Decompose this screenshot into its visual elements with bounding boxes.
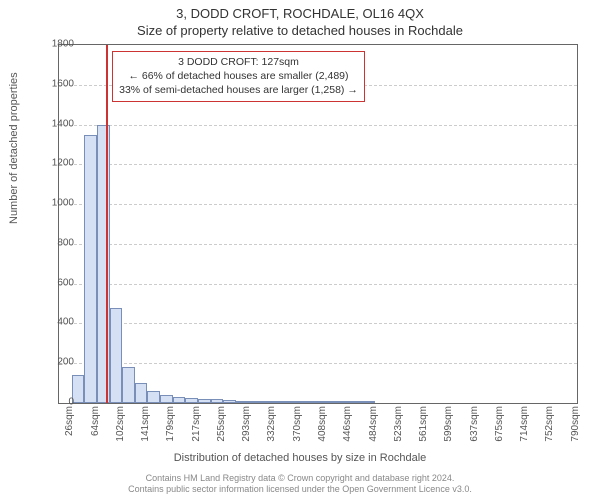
histogram-bar — [261, 401, 274, 403]
x-tick-label: 637sqm — [469, 406, 480, 456]
y-axis-label: Number of detached properties — [8, 72, 20, 224]
x-tick-label: 599sqm — [443, 406, 454, 456]
footer-attribution: Contains HM Land Registry data © Crown c… — [0, 473, 600, 496]
x-tick-label: 332sqm — [266, 406, 277, 456]
x-tick-label: 141sqm — [140, 406, 151, 456]
y-tick-label: 200 — [34, 357, 74, 368]
histogram-bar — [135, 383, 148, 403]
x-tick-label: 523sqm — [393, 406, 404, 456]
x-tick-label: 64sqm — [90, 406, 101, 456]
footer-line-1: Contains HM Land Registry data © Crown c… — [146, 473, 455, 483]
title-line-1: 3, DODD CROFT, ROCHDALE, OL16 4QX — [0, 0, 600, 21]
callout-line: ← 66% of detached houses are smaller (2,… — [119, 69, 358, 83]
gridline — [59, 164, 577, 165]
chart-container: 3, DODD CROFT, ROCHDALE, OL16 4QX Size o… — [0, 0, 600, 500]
histogram-bar — [147, 391, 160, 403]
x-tick-label: 714sqm — [519, 406, 530, 456]
gridline — [59, 284, 577, 285]
callout-line: 33% of semi-detached houses are larger (… — [119, 83, 358, 97]
histogram-bar — [236, 401, 249, 403]
y-tick-label: 800 — [34, 237, 74, 248]
gridline — [59, 323, 577, 324]
histogram-bar — [286, 401, 299, 403]
y-tick-label: 1400 — [34, 118, 74, 129]
y-tick-label: 600 — [34, 277, 74, 288]
x-tick-label: 484sqm — [368, 406, 379, 456]
property-callout: 3 DODD CROFT: 127sqm← 66% of detached ho… — [112, 51, 365, 102]
histogram-bar — [299, 401, 312, 403]
x-tick-label: 255sqm — [216, 406, 227, 456]
histogram-bar — [223, 400, 236, 403]
histogram-bar — [110, 308, 123, 403]
title-line-2: Size of property relative to detached ho… — [0, 21, 600, 38]
x-tick-label: 102sqm — [115, 406, 126, 456]
x-tick-label: 790sqm — [570, 406, 581, 456]
x-tick-label: 293sqm — [241, 406, 252, 456]
histogram-bar — [211, 399, 224, 403]
x-tick-label: 446sqm — [342, 406, 353, 456]
histogram-bar — [324, 401, 337, 403]
gridline — [59, 204, 577, 205]
x-tick-label: 675sqm — [494, 406, 505, 456]
gridline — [59, 244, 577, 245]
histogram-bar — [173, 397, 186, 403]
x-tick-label: 561sqm — [418, 406, 429, 456]
histogram-bar — [122, 367, 135, 403]
histogram-bar — [84, 135, 97, 404]
y-tick-label: 1200 — [34, 158, 74, 169]
x-tick-label: 752sqm — [544, 406, 555, 456]
gridline — [59, 125, 577, 126]
callout-line: 3 DODD CROFT: 127sqm — [119, 55, 358, 69]
x-tick-label: 26sqm — [64, 406, 75, 456]
plot-area: 3 DODD CROFT: 127sqm← 66% of detached ho… — [58, 44, 578, 404]
y-tick-label: 1600 — [34, 78, 74, 89]
y-tick-label: 1800 — [34, 39, 74, 50]
footer-line-2: Contains public sector information licen… — [128, 484, 472, 494]
histogram-bar — [350, 401, 363, 403]
x-tick-label: 370sqm — [292, 406, 303, 456]
histogram-bar — [160, 395, 173, 403]
gridline — [59, 363, 577, 364]
y-tick-label: 1000 — [34, 198, 74, 209]
property-marker-line — [106, 45, 108, 403]
x-tick-label: 408sqm — [317, 406, 328, 456]
histogram-bar — [312, 401, 325, 403]
histogram-bar — [274, 401, 287, 403]
histogram-bar — [249, 401, 262, 403]
histogram-bar — [185, 398, 198, 403]
x-tick-label: 179sqm — [165, 406, 176, 456]
histogram-bar — [337, 401, 350, 403]
histogram-bar — [198, 399, 211, 403]
x-tick-label: 217sqm — [191, 406, 202, 456]
histogram-bar — [362, 401, 375, 403]
y-tick-label: 400 — [34, 317, 74, 328]
